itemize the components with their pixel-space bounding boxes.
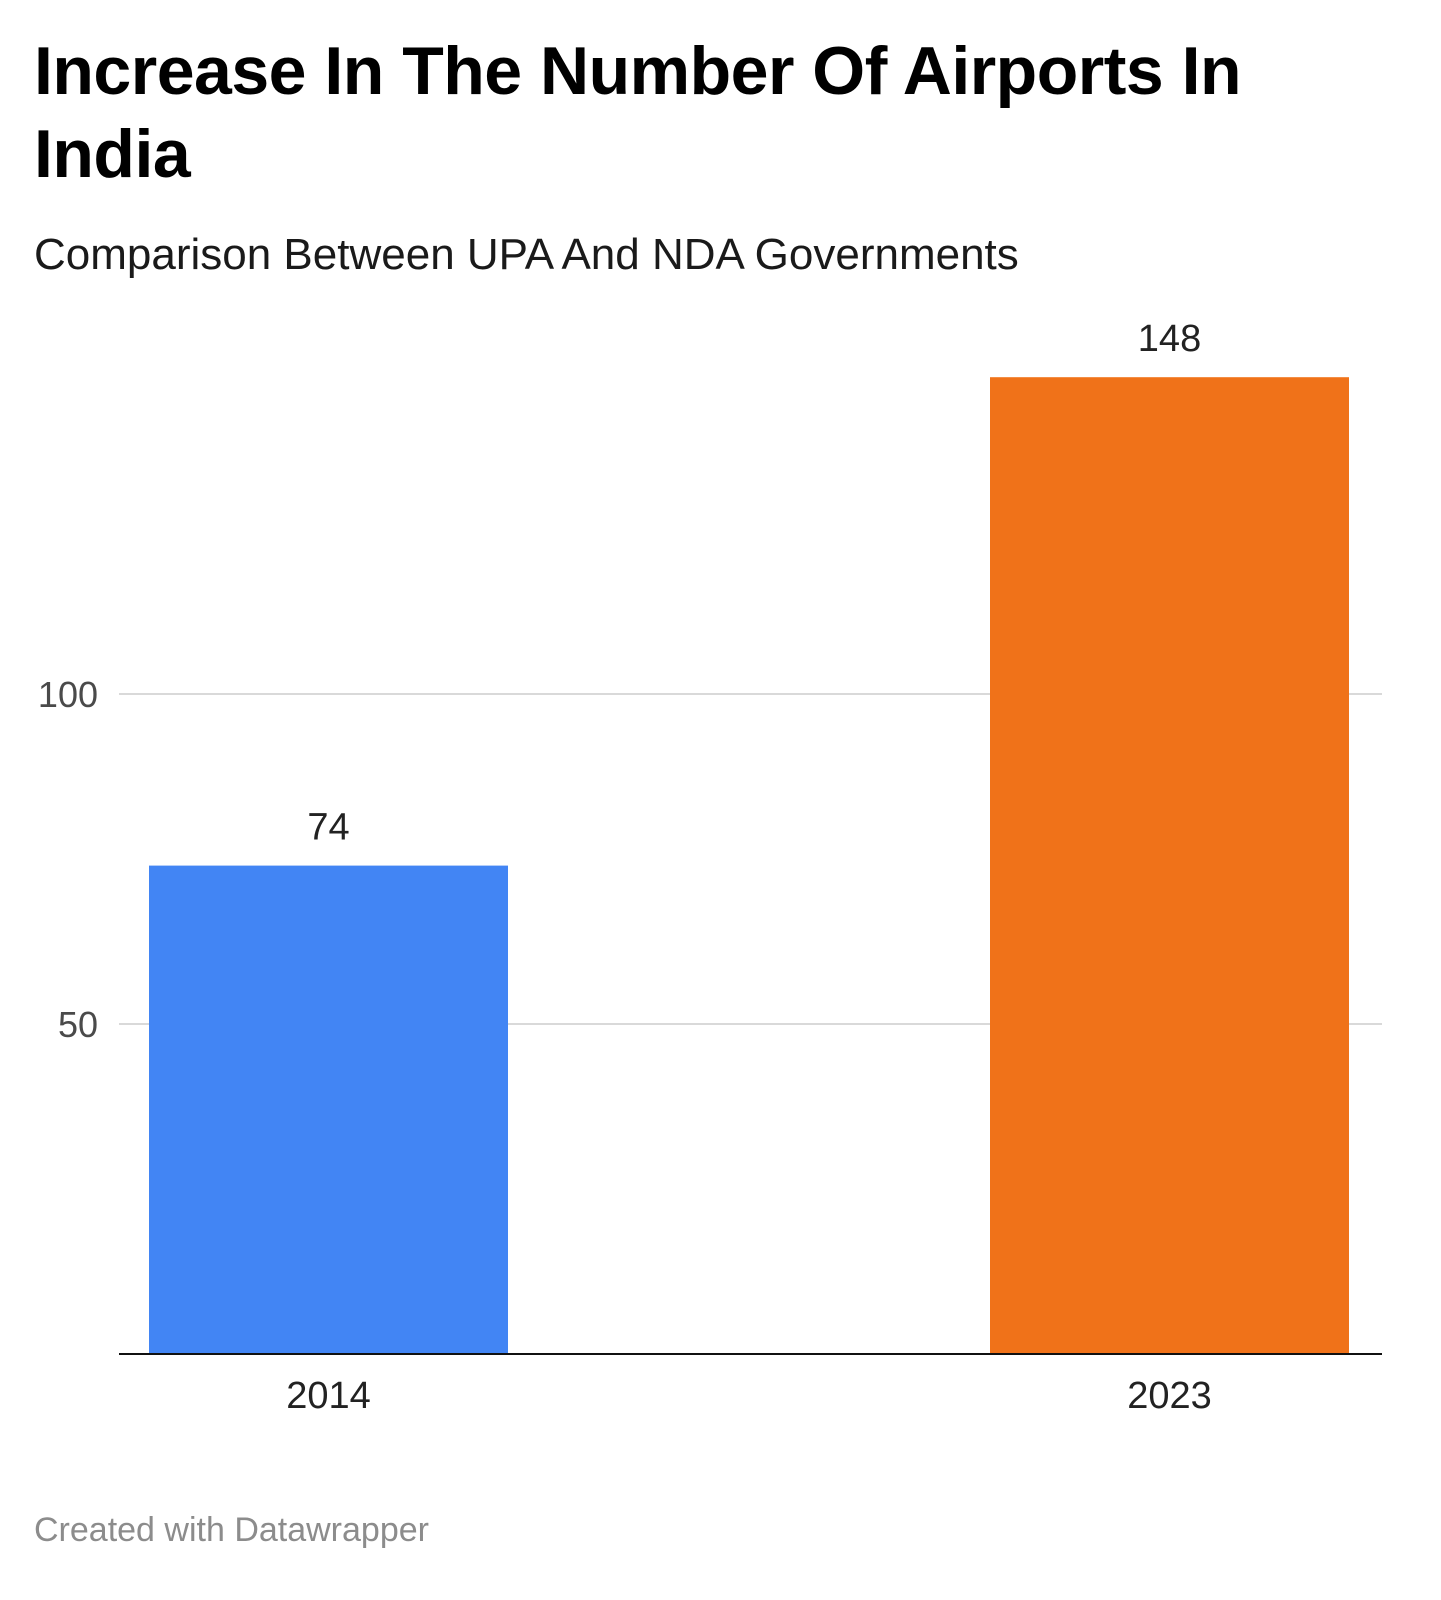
y-tick-label: 100: [38, 674, 98, 715]
y-tick-label: 50: [58, 1004, 98, 1045]
bar-2014: [149, 865, 508, 1354]
x-tick-labels: 2014 2023: [286, 1375, 1212, 1417]
bar-2023: [990, 377, 1349, 1354]
chart-title: Increase In The Number Of Airports In In…: [34, 33, 1242, 192]
y-tick-labels: 50 100: [38, 674, 98, 1045]
value-label: 148: [1138, 318, 1201, 360]
value-label: 74: [307, 807, 349, 849]
footer-credit: Created with Datawrapper: [34, 1511, 429, 1549]
x-tick-label: 2014: [286, 1375, 371, 1417]
value-labels: 74 148: [307, 318, 1201, 848]
bars: [149, 377, 1349, 1354]
x-tick-label: 2023: [1127, 1375, 1212, 1417]
chart-subtitle: Comparison Between UPA And NDA Governmen…: [34, 230, 1019, 279]
